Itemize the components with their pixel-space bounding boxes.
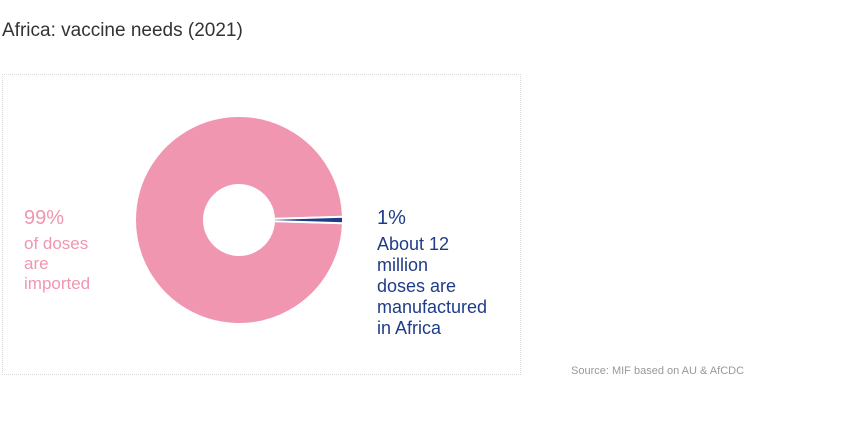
manufactured-desc-line: in Africa	[377, 318, 442, 338]
chart-frame	[2, 74, 521, 375]
manufactured-desc-line: About 12	[377, 234, 450, 254]
slice-imported	[134, 115, 344, 325]
imported-desc-line: imported	[24, 274, 91, 293]
imported-label: 99% of doses are imported	[24, 206, 90, 294]
manufactured-desc-line: doses are	[377, 276, 457, 296]
imported-desc-line: are	[24, 254, 49, 273]
manufactured-description: About 12 million doses are manufactured …	[377, 234, 487, 339]
manufactured-percent: 1%	[377, 207, 406, 229]
manufactured-label: 1% About 12 million doses are manufactur…	[377, 206, 487, 339]
imported-desc-line: of doses	[24, 234, 89, 253]
source-note: Source: MIF based on AU & AfCDC	[571, 365, 745, 377]
manufactured-desc-line: million	[377, 255, 429, 275]
imported-percent: 99%	[24, 207, 65, 229]
manufactured-desc-line: manufactured	[377, 297, 488, 317]
slice-manufactured	[272, 215, 345, 225]
page-title: Africa: vaccine needs (2021)	[2, 20, 243, 41]
imported-description: of doses are imported	[24, 234, 90, 294]
